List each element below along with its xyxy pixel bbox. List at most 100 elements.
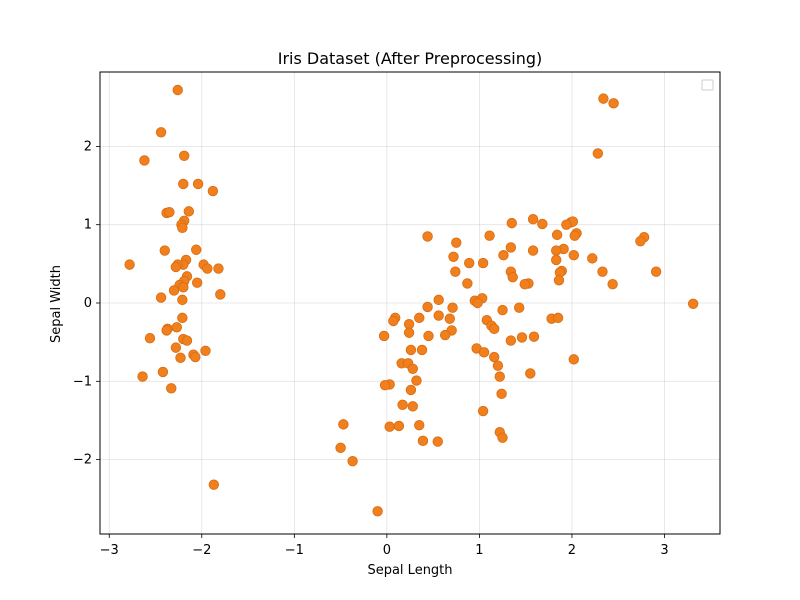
- scatter-point: [569, 230, 580, 241]
- scatter-point: [607, 279, 618, 290]
- scatter-point: [561, 219, 572, 230]
- scatter-point: [597, 266, 608, 277]
- scatter-point: [484, 230, 495, 241]
- scatter-point: [181, 335, 193, 346]
- scatter-point: [417, 435, 429, 447]
- x-tick-label: 3: [660, 543, 668, 558]
- scatter-point: [478, 347, 490, 358]
- scatter-point: [450, 266, 461, 277]
- x-tick-label: −2: [192, 543, 211, 558]
- y-tick-label: −2: [73, 453, 92, 468]
- scatter-point: [372, 506, 383, 517]
- scatter-point: [635, 235, 646, 247]
- scatter-point: [183, 206, 195, 217]
- scatter-point: [472, 297, 483, 309]
- scatter-point: [414, 312, 425, 324]
- scatter-point: [464, 257, 475, 269]
- scatter-point: [411, 375, 422, 386]
- scatter-point: [433, 310, 444, 321]
- legend-box: [701, 79, 714, 91]
- scatter-point: [477, 405, 489, 417]
- scatter-point: [414, 419, 425, 431]
- scatter-point: [608, 98, 619, 109]
- scatter-point: [506, 217, 517, 229]
- scatter-point: [598, 93, 609, 104]
- y-axis-label: Sepal Width: [49, 265, 64, 343]
- scatter-point: [175, 352, 186, 364]
- scatter-point: [592, 148, 604, 159]
- scatter-point: [551, 245, 562, 256]
- scatter-point: [144, 333, 156, 344]
- scatter-point: [190, 351, 201, 363]
- scatter-point: [525, 368, 536, 379]
- chart-title: Iris Dataset (After Preprocessing): [278, 49, 543, 68]
- scatter-point: [405, 384, 417, 396]
- scatter-point: [166, 383, 177, 394]
- scatter-point: [213, 263, 224, 274]
- plot-frame: [99, 71, 721, 535]
- scatter-point: [388, 315, 399, 327]
- scatter-point: [519, 279, 530, 290]
- scatter-point: [444, 313, 455, 324]
- scatter-point: [422, 301, 433, 313]
- scatter-point: [568, 250, 579, 261]
- scatter-point: [516, 332, 528, 343]
- scatter-point: [551, 254, 562, 266]
- scatter-point: [537, 218, 548, 230]
- scatter-point: [200, 345, 211, 356]
- x-tick-label: 2: [568, 543, 576, 558]
- scatter-point: [335, 442, 346, 454]
- scatter-point: [139, 155, 150, 166]
- scatter-point: [178, 282, 189, 293]
- scatter-point: [552, 312, 564, 324]
- scatter-point: [170, 261, 182, 273]
- scatter-point: [553, 275, 565, 286]
- scatter-point: [378, 330, 390, 342]
- scatter-point: [422, 231, 433, 242]
- scatter-point: [507, 271, 518, 283]
- scatter-point: [498, 250, 509, 261]
- scatter-point: [347, 455, 358, 467]
- x-tick-label: −1: [285, 543, 304, 558]
- scatter-point: [513, 302, 525, 313]
- scatter-point: [172, 84, 183, 96]
- scatter-point: [462, 278, 473, 289]
- scatter-point: [528, 331, 540, 342]
- y-tick-label: 0: [84, 296, 92, 311]
- scatter-point: [202, 263, 213, 274]
- scatter-point: [177, 222, 188, 234]
- scatter-point: [407, 363, 418, 374]
- scatter-point: [587, 253, 598, 264]
- scatter-point: [432, 436, 443, 447]
- x-tick-label: −3: [100, 543, 119, 558]
- scatter-point: [379, 380, 391, 391]
- scatter-point: [393, 420, 405, 432]
- scatter-point: [137, 371, 148, 382]
- scatter-point: [433, 294, 444, 306]
- scatter-point: [191, 277, 203, 288]
- scatter-point: [497, 432, 508, 443]
- scatter-point: [124, 259, 135, 270]
- scatter-point: [403, 327, 415, 338]
- scatter-point: [527, 214, 539, 225]
- scatter-point: [568, 354, 579, 365]
- scatter-point: [192, 178, 204, 190]
- scatter-point: [505, 335, 517, 346]
- scatter-point: [157, 366, 169, 378]
- scatter-point: [551, 229, 563, 241]
- scatter-point: [423, 330, 434, 342]
- scatter-point: [215, 289, 226, 300]
- scatter-point: [407, 401, 418, 412]
- scatter-point: [494, 371, 505, 382]
- scatter-point: [416, 344, 428, 356]
- scatter-point: [171, 322, 183, 333]
- points-layer: [124, 84, 699, 517]
- x-axis-label: Sepal Length: [367, 563, 452, 578]
- scatter-point: [527, 245, 539, 256]
- scatter-point: [170, 342, 182, 353]
- scatter-point: [505, 242, 517, 253]
- x-tick-label: 1: [475, 543, 483, 558]
- scatter-point: [191, 244, 202, 255]
